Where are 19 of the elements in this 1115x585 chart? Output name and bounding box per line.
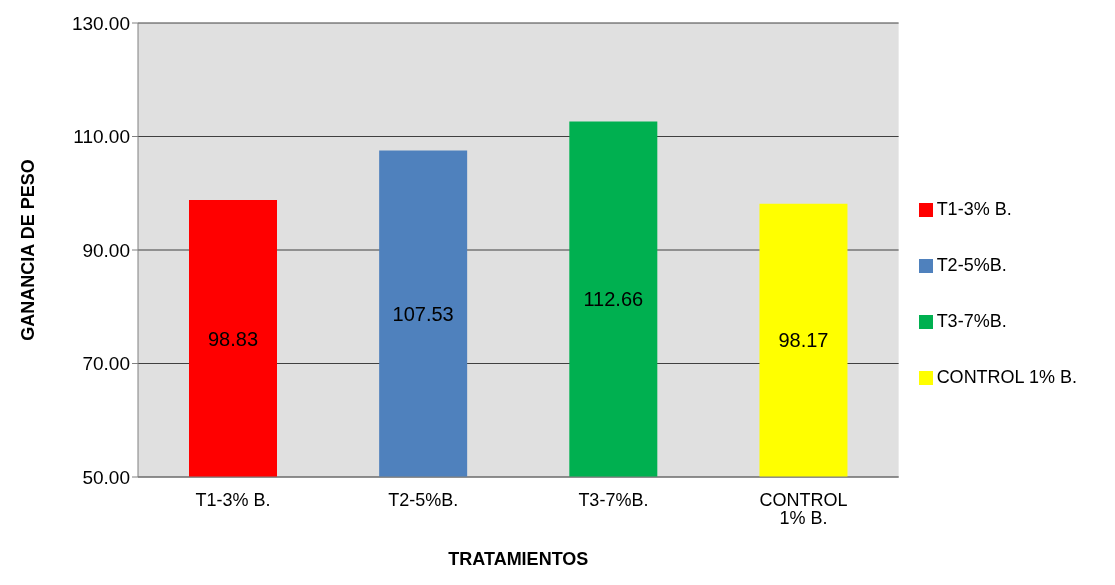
x-tick-label: T2-5%B. — [388, 489, 459, 510]
data-label: 107.53 — [392, 302, 454, 325]
legend-label: T2-5%B. — [936, 254, 1007, 275]
x-axis-title: TRATAMIENTOS — [448, 549, 589, 569]
legend-label: CONTROL 1% B. — [936, 366, 1077, 387]
legend-label: T3-7%B. — [936, 310, 1007, 331]
y-tick-label: 130.00 — [71, 12, 130, 34]
legend-label: T1-3% B. — [936, 198, 1012, 219]
y-tick-label: 90.00 — [82, 239, 130, 261]
y-tick-label: 70.00 — [82, 353, 130, 375]
data-label: 98.17 — [778, 329, 829, 352]
x-tick-label: CONTROL 1% B. — [759, 489, 848, 528]
x-tick-label: T1-3% B. — [195, 489, 271, 510]
x-tick-label: T3-7%B. — [578, 489, 649, 510]
y-tick-label: 50.00 — [82, 466, 130, 488]
y-axis-title: GANANCIA DE PESO — [18, 159, 39, 341]
y-tick-label: 110.00 — [73, 126, 130, 148]
data-label: 112.66 — [583, 288, 644, 311]
data-label: 98.83 — [207, 327, 259, 350]
